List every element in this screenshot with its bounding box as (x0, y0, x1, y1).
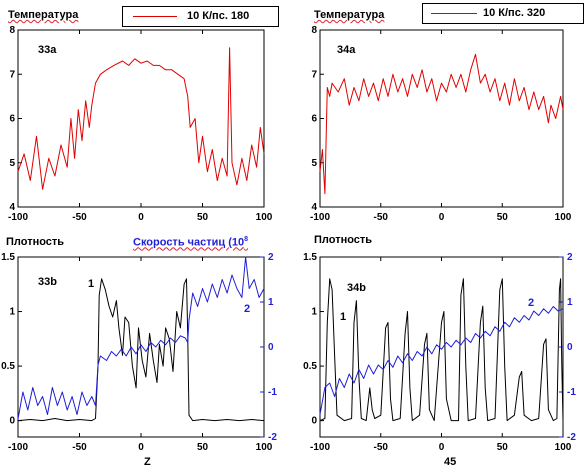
series-line-33b-2 (17, 256, 265, 420)
y2-tick-label-34b: 2 (567, 252, 573, 263)
legend-label-33a: 10 К/пс. 180 (187, 10, 250, 22)
x-tick-label-34a: -50 (374, 212, 389, 223)
y2-tick-label-33b: 2 (268, 252, 274, 263)
y-tick-label-34a: 7 (311, 69, 317, 80)
y-tick-label-33a: 4 (9, 202, 15, 213)
x-tick-label-33b: 0 (138, 442, 144, 453)
y-tick-label-33b: 1 (9, 307, 15, 318)
series-line-34a-1 (319, 53, 564, 195)
x-tick-label-33a: 100 (256, 212, 273, 223)
x-tick-label-34a: 100 (555, 212, 572, 223)
header-density-33b: Плотность (6, 236, 65, 248)
legend-33a: 10 К/пс. 180 (122, 6, 279, 27)
y-tick-label-34a: 5 (311, 158, 317, 169)
x-tick-label-33a: -100 (8, 212, 28, 223)
x-tick-label-33b: -100 (8, 442, 28, 453)
header-velocity-sup: 8 (244, 236, 249, 243)
curve-label-1-33b: 1 (88, 278, 95, 290)
y-tick-label-34a: 8 (311, 25, 317, 36)
header-density-34b: Плотность (314, 234, 373, 246)
y2-tick-label-34b: -2 (567, 432, 576, 443)
x-tick-label-34b: -50 (374, 442, 389, 453)
y-tick-label-34a: 4 (311, 202, 317, 213)
series-line-34b-2 (319, 306, 564, 415)
series-line-34b-1 (319, 278, 564, 422)
y2-tick-label-34b: 1 (567, 297, 573, 308)
y2-tick-label-34b: 0 (567, 342, 573, 353)
header-velocity-33b: Скорость частиц (108 (133, 234, 248, 249)
curve-label-2-34b: 2 (528, 297, 535, 309)
y-tick-label-33b: 0.5 (1, 361, 15, 372)
y-tick-label-34b: 0 (311, 416, 317, 427)
panel-tag-34b: 34b (347, 282, 366, 294)
x-tick-label-33b: 50 (197, 442, 209, 453)
x-tick-label-33a: 0 (138, 212, 144, 223)
y-tick-label-33a: 5 (9, 158, 15, 169)
x-axis-label-34b: 45 (444, 456, 457, 468)
y2-tick-label-33b: 1 (268, 297, 274, 308)
y2-tick-label-33b: -1 (268, 387, 277, 398)
y-tick-label-33a: 7 (9, 69, 15, 80)
series-line-33b-1 (17, 278, 265, 422)
y2-tick-label-33b: 0 (268, 342, 274, 353)
header-velocity-text: Скорость частиц (10 (133, 236, 245, 249)
x-tick-label-34b: 50 (497, 442, 509, 453)
legend-34a: 10 К/пс. 320 (422, 3, 584, 24)
panel-tag-34a: 34a (337, 44, 356, 56)
curve-label-2-33b: 2 (244, 303, 251, 315)
y-tick-label-34b: 1 (311, 307, 317, 318)
panel-tag-33a: 33a (38, 44, 57, 56)
y-tick-label-34a: 6 (311, 114, 317, 125)
legend-swatch-34a (431, 13, 477, 14)
header-temperature-33a: Температура (8, 9, 79, 21)
legend-label-34a: 10 К/пс. 320 (483, 7, 546, 19)
y-tick-label-33a: 8 (9, 25, 15, 36)
x-tick-label-34b: 0 (439, 442, 445, 453)
y-tick-label-34b: 0.5 (303, 361, 317, 372)
plot-frame-34a (319, 29, 564, 208)
x-tick-label-33a: -50 (72, 212, 87, 223)
y2-tick-label-34b: -1 (567, 387, 576, 398)
y-tick-label-33a: 6 (9, 114, 15, 125)
x-tick-label-34b: -100 (310, 442, 330, 453)
x-tick-label-33b: 100 (256, 442, 273, 453)
plot-frame-33a (17, 29, 265, 208)
y-tick-label-33b: 1.5 (1, 252, 15, 263)
x-tick-label-33a: 50 (197, 212, 209, 223)
x-tick-label-34b: 100 (555, 442, 572, 453)
x-tick-label-34a: 0 (439, 212, 445, 223)
x-axis-label-33b: Z (144, 456, 151, 468)
y-tick-label-34b: 1.5 (303, 252, 317, 263)
x-tick-label-33b: -50 (72, 442, 87, 453)
x-tick-label-34a: -100 (310, 212, 330, 223)
legend-swatch-33a (133, 16, 177, 17)
curve-label-1-34b: 1 (340, 311, 347, 323)
x-tick-label-34a: 50 (497, 212, 509, 223)
y2-tick-label-33b: -2 (268, 432, 277, 443)
panel-tag-33b: 33b (38, 276, 57, 288)
series-line-33a-1 (17, 47, 265, 190)
y-tick-label-33b: 0 (9, 416, 15, 427)
header-temperature-34a: Температура (314, 9, 385, 21)
